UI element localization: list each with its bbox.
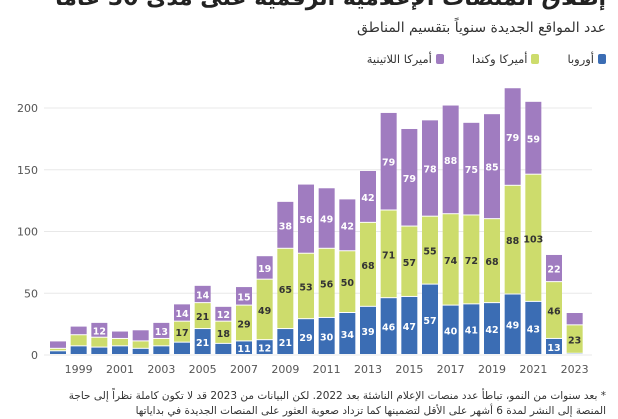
bar-segment [174,343,190,354]
data-label: 75 [465,165,478,176]
data-label: 21 [196,312,209,323]
data-label: 15 [237,292,250,303]
data-label: 72 [465,256,478,267]
data-label: 74 [444,256,458,267]
x-tick-label: 2011 [313,363,341,376]
data-label: 38 [279,221,293,232]
data-label: 39 [361,327,374,338]
data-label: 65 [279,285,292,296]
stacked-bar-chart: 0 50 100 150 200 12 13 17 14 21 21 14 18 12 11 29 15 12 49… [0,0,618,390]
data-label: 71 [382,250,395,261]
x-tick-label: 2019 [478,363,506,376]
data-label: 56 [320,279,334,290]
data-label: 47 [403,322,416,333]
data-label: 88 [506,236,520,247]
x-tick-label: 1999 [65,363,93,376]
data-label: 46 [382,323,396,334]
x-tick-label: 2021 [519,363,547,376]
bar-segment [71,327,87,335]
data-label: 43 [527,324,540,335]
bar-segment [567,313,583,324]
bar-segment [91,348,107,354]
data-label: 12 [217,310,230,321]
footnote: * بعد سنوات من النمو، تباطأ عدد منصات ال… [60,389,606,419]
bar-segment [112,346,128,354]
data-label: 30 [320,332,334,343]
bar-segment [50,341,66,347]
bar-segment [133,330,149,340]
data-label: 14 [196,290,210,301]
data-label: 57 [403,258,416,269]
data-label: 42 [361,193,374,204]
data-label: 41 [465,326,478,337]
y-tick-label: 150 [17,164,38,177]
data-label: 85 [485,163,498,174]
bar-segment [112,332,128,338]
x-tick-label: 2005 [189,363,217,376]
data-label: 103 [523,234,543,245]
x-tick-label: 2013 [354,363,382,376]
data-label: 11 [237,344,250,355]
data-label: 42 [485,325,498,336]
bar-segment [91,338,107,347]
data-label: 55 [423,247,436,258]
data-label: 22 [547,265,560,276]
data-label: 23 [568,336,581,347]
y-tick-label: 100 [17,226,38,239]
bar-segment [71,346,87,354]
bar-segment [112,339,128,345]
data-label: 42 [341,221,354,232]
y-tick-label: 50 [24,287,38,300]
data-label: 57 [423,316,436,327]
bar-segment [153,346,169,354]
y-tick-label: 0 [31,349,38,362]
data-label: 14 [175,309,189,320]
data-label: 12 [258,344,271,355]
data-label: 29 [237,320,250,331]
data-label: 12 [93,326,106,337]
data-label: 13 [155,327,168,338]
data-label: 59 [527,134,540,145]
data-label: 29 [299,333,312,344]
data-label: 79 [403,174,416,185]
data-label: 46 [547,307,561,318]
x-tick-label: 2003 [147,363,175,376]
data-label: 49 [506,321,519,332]
bar-segment [50,349,66,350]
x-tick-label: 2015 [395,363,423,376]
data-label: 40 [444,326,458,337]
data-label: 21 [279,338,292,349]
data-label: 79 [506,133,519,144]
data-label: 17 [175,328,188,339]
data-label: 88 [444,156,458,167]
y-tick-label: 200 [17,102,38,115]
bar-segment [215,344,231,354]
data-label: 68 [485,257,499,268]
x-tick-label: 2001 [106,363,134,376]
bar-segment [153,339,169,345]
x-tick-label: 2007 [230,363,258,376]
data-label: 68 [361,261,375,272]
bar-segment [71,335,87,345]
data-label: 79 [382,158,395,169]
data-label: 78 [423,165,437,176]
data-label: 49 [320,215,333,226]
x-tick-label: 2017 [437,363,465,376]
data-label: 34 [341,330,355,341]
data-label: 49 [258,306,271,317]
data-label: 19 [258,264,271,275]
data-label: 50 [341,278,355,289]
x-tick-label: 2023 [561,363,589,376]
bar-segment [133,341,149,347]
data-label: 18 [217,329,231,340]
x-tick-label: 2009 [271,363,299,376]
bar-segment [50,351,66,354]
bar-segment [133,349,149,354]
data-label: 13 [547,343,560,354]
data-label: 21 [196,338,209,349]
data-label: 56 [299,215,313,226]
data-label: 53 [299,282,312,293]
